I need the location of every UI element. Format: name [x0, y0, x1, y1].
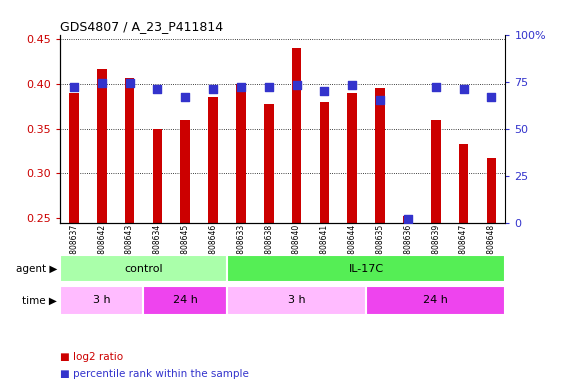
Bar [227, 255, 505, 282]
Point [403, 216, 412, 222]
Bar [60, 255, 227, 282]
Bar [97, 69, 107, 223]
Text: time ▶: time ▶ [22, 295, 57, 306]
Bar [69, 93, 79, 223]
Point [69, 84, 78, 90]
Text: ■ percentile rank within the sample: ■ percentile rank within the sample [60, 369, 249, 379]
Text: IL-17C: IL-17C [348, 264, 384, 274]
Bar [208, 97, 218, 223]
Text: agent ▶: agent ▶ [16, 264, 57, 274]
Bar [180, 120, 190, 223]
Point [264, 84, 274, 90]
Text: GDS4807 / A_23_P411814: GDS4807 / A_23_P411814 [60, 20, 223, 33]
Point [348, 82, 357, 88]
Text: 24 h: 24 h [173, 295, 198, 306]
Bar [320, 102, 329, 223]
Point [376, 98, 385, 104]
Point [487, 94, 496, 100]
Bar [152, 129, 162, 223]
Text: control: control [124, 264, 163, 274]
Point [320, 88, 329, 94]
Bar [431, 120, 441, 223]
Point [459, 86, 468, 92]
Point [97, 80, 106, 86]
Bar [403, 215, 413, 223]
Text: 24 h: 24 h [423, 295, 448, 306]
Bar [347, 93, 357, 223]
Point [180, 94, 190, 100]
Point [208, 86, 218, 92]
Point [236, 84, 246, 90]
Bar [236, 84, 246, 223]
Point [431, 84, 440, 90]
Bar [124, 78, 134, 223]
Bar [227, 286, 366, 315]
Text: 3 h: 3 h [288, 295, 305, 306]
Bar [60, 286, 143, 315]
Bar [264, 104, 274, 223]
Bar [143, 286, 227, 315]
Text: ■ log2 ratio: ■ log2 ratio [60, 352, 123, 362]
Text: 3 h: 3 h [93, 295, 111, 306]
Bar [486, 158, 496, 223]
Point [153, 86, 162, 92]
Bar [375, 88, 385, 223]
Point [292, 82, 301, 88]
Bar [366, 286, 505, 315]
Bar [459, 144, 468, 223]
Point [125, 80, 134, 86]
Bar [292, 48, 301, 223]
